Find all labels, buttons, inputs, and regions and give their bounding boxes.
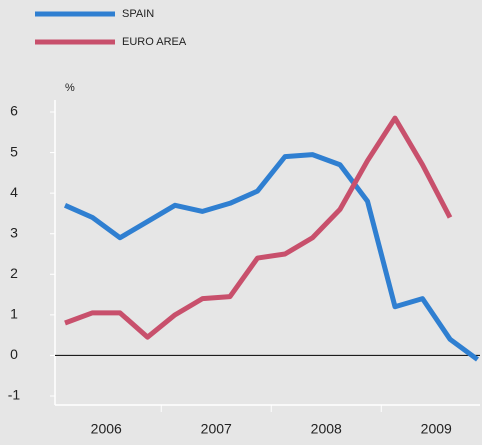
series-line — [63, 152, 479, 362]
y-axis-label: % — [65, 82, 75, 94]
y-tick-label: 2 — [10, 265, 18, 281]
x-tick-label: 2008 — [311, 421, 342, 437]
y-tick-label: 0 — [10, 346, 18, 362]
legend-label: SPAIN — [122, 8, 154, 20]
y-tick-label: -1 — [8, 387, 21, 403]
y-tick-label: 4 — [10, 184, 18, 200]
legend-label: EURO AREA — [122, 36, 187, 48]
x-tick-label: 2006 — [91, 421, 122, 437]
y-tick-label: 3 — [10, 224, 18, 240]
y-tick-label: 5 — [10, 143, 18, 159]
x-tick-label: 2007 — [201, 421, 232, 437]
y-tick-label: 6 — [10, 103, 18, 119]
x-tick-label: 2009 — [421, 421, 452, 437]
y-tick-label: 1 — [10, 306, 18, 322]
series-line — [64, 115, 453, 340]
